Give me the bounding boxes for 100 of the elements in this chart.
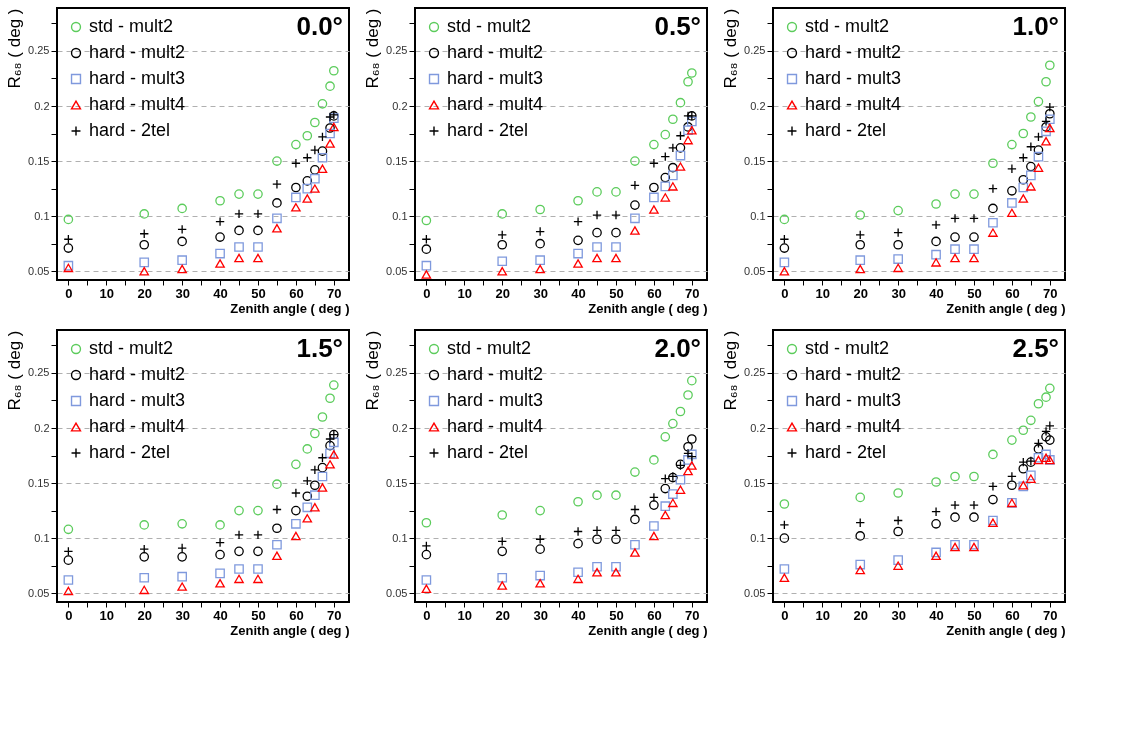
legend-label: hard - mult4 — [447, 416, 544, 436]
point — [668, 418, 678, 429]
legend-label: hard - mult2 — [447, 42, 544, 62]
point — [329, 450, 339, 459]
point — [675, 150, 686, 161]
point — [779, 257, 790, 268]
x-tick-label: 40 — [213, 285, 228, 301]
y-tick-label: 0.05 — [386, 264, 408, 277]
x-tick-label: 60 — [647, 607, 662, 623]
y-tick-label: 0.2 — [750, 421, 766, 434]
point — [630, 548, 640, 557]
point — [291, 518, 301, 529]
point — [630, 200, 640, 210]
point — [272, 223, 282, 233]
point — [497, 209, 508, 219]
point — [215, 579, 225, 588]
x-tick-label: 10 — [457, 285, 473, 301]
point — [63, 214, 74, 225]
point — [611, 534, 621, 545]
point — [139, 266, 150, 276]
point — [1045, 114, 1055, 125]
chart-title: 1.0° — [1012, 11, 1059, 41]
point — [988, 494, 998, 505]
legend-label: hard - mult4 — [89, 94, 186, 114]
point — [63, 243, 74, 253]
point — [535, 579, 545, 588]
point — [253, 225, 263, 236]
point — [969, 512, 979, 523]
point — [310, 503, 320, 512]
x-tick-label: 50 — [251, 285, 266, 301]
point — [683, 455, 693, 465]
point — [675, 162, 686, 171]
point — [1026, 112, 1036, 122]
point — [535, 238, 545, 249]
point — [1041, 453, 1051, 463]
point — [1033, 151, 1044, 162]
x-tick-label: 0 — [423, 285, 431, 301]
point — [329, 122, 339, 132]
point — [931, 249, 941, 260]
point — [660, 193, 671, 202]
point — [611, 561, 621, 572]
point — [893, 555, 903, 565]
y-tick-label: 0.15 — [28, 154, 50, 167]
point — [234, 574, 244, 584]
point — [1018, 425, 1029, 436]
point — [302, 502, 313, 513]
point — [649, 192, 659, 203]
point — [592, 242, 602, 252]
point — [215, 248, 225, 259]
point — [687, 434, 697, 444]
legend-label: std - mult2 — [89, 338, 174, 358]
point — [969, 232, 979, 242]
point — [215, 549, 225, 560]
point — [234, 505, 244, 516]
chart-title: 0.5° — [654, 11, 701, 41]
y-axis-title: R₆₈ ( deg ) — [363, 330, 383, 411]
point — [272, 504, 282, 515]
point — [272, 213, 282, 224]
point — [1033, 398, 1044, 409]
point — [234, 546, 244, 557]
point — [1007, 480, 1017, 491]
point — [253, 189, 263, 199]
point — [272, 479, 282, 489]
point — [592, 567, 602, 577]
x-tick-label: 20 — [853, 607, 868, 623]
point — [660, 181, 671, 192]
point — [683, 125, 693, 136]
x-tick-label: 50 — [251, 607, 266, 623]
point — [302, 176, 313, 186]
point — [855, 264, 866, 274]
point — [779, 533, 790, 543]
point — [969, 189, 979, 199]
legend-label: hard - 2tel — [89, 120, 171, 140]
point — [253, 242, 263, 252]
y-tick-label: 0.25 — [744, 44, 766, 57]
point — [1045, 435, 1055, 445]
point — [1026, 161, 1036, 172]
y-tick-label: 0.1 — [392, 531, 408, 544]
chart-title: 2.5° — [1012, 333, 1059, 363]
y-tick-label: 0.1 — [750, 209, 766, 222]
point — [325, 123, 335, 133]
point — [329, 437, 339, 448]
point — [573, 195, 583, 206]
point — [779, 243, 790, 253]
point — [1018, 128, 1029, 139]
point — [177, 552, 187, 562]
x-tick-label: 60 — [647, 285, 662, 301]
y-tick-label: 0.1 — [392, 209, 408, 222]
point — [317, 152, 328, 163]
legend-label: hard - mult2 — [805, 364, 902, 384]
point — [1018, 174, 1029, 185]
point — [310, 480, 320, 491]
x-tick-label: 40 — [929, 607, 944, 623]
point — [893, 254, 903, 264]
legend-label: hard - mult3 — [89, 390, 186, 410]
point — [683, 122, 693, 132]
point — [950, 253, 960, 263]
point — [779, 214, 790, 225]
point — [253, 546, 263, 557]
legend-label: hard - 2tel — [805, 442, 887, 462]
